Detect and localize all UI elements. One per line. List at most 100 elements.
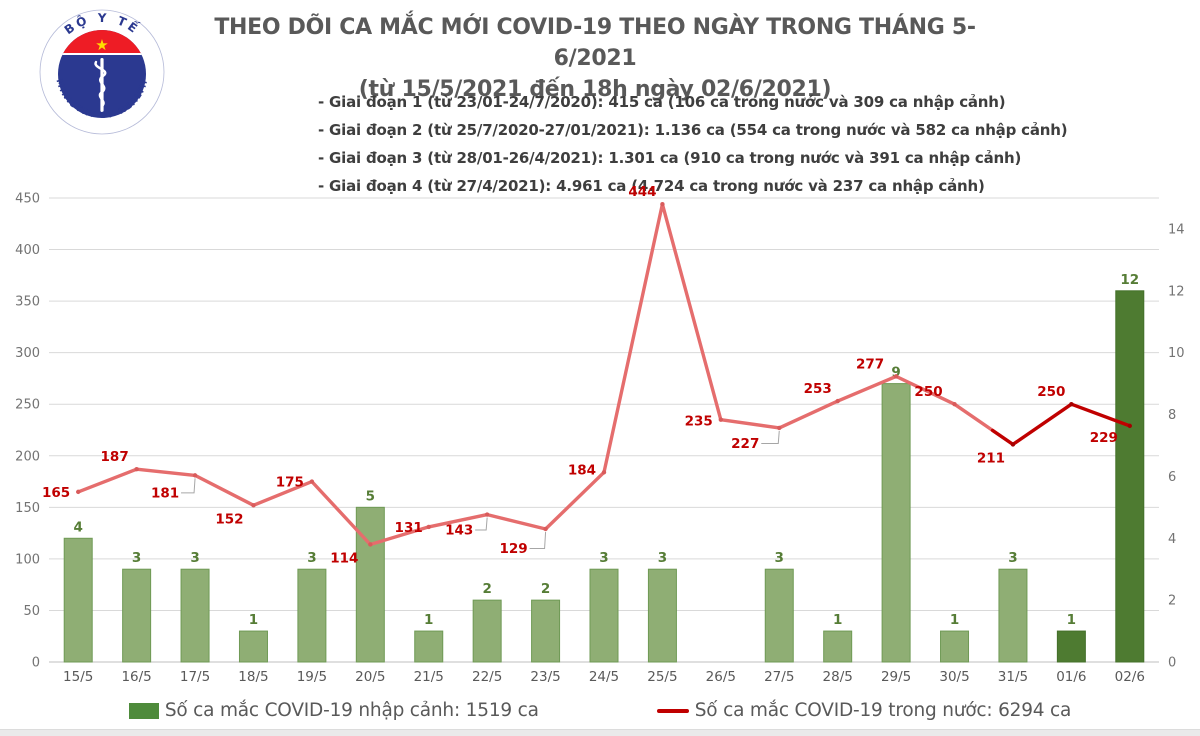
x-axis-label: 20/5 [355, 669, 385, 685]
logo-graphic: ★ BỘ Y TẾ MINISTRY OF HEALTH [39, 9, 165, 135]
bar [63, 537, 93, 663]
x-axis-label: 17/5 [180, 669, 210, 685]
point-marker [1069, 402, 1074, 407]
right-axis-tick-label: 4 [1168, 532, 1176, 547]
x-axis-label: 24/5 [589, 669, 619, 685]
point-marker [76, 489, 81, 495]
legend-domestic-label: Số ca mắc COVID-19 trong nước: 6294 ca [694, 700, 1072, 721]
left-axis-tick-label: 350 [15, 295, 40, 310]
bar-value-label: 2 [482, 581, 491, 597]
bar-value-label: 2 [541, 581, 550, 597]
asclepius-snake-icon [94, 60, 107, 108]
bar [764, 568, 794, 663]
bar [589, 568, 619, 663]
point-marker [660, 201, 665, 207]
right-axis-tick-label: 14 [1168, 222, 1185, 237]
point-marker [1127, 423, 1132, 429]
bar [122, 568, 152, 663]
chart-legend: Số ca mắc COVID-19 nhập cảnh: 1519 ca Số… [0, 700, 1200, 721]
line-value-label: 129 [499, 541, 527, 557]
line-value-label: 165 [42, 485, 70, 501]
bar-value-label: 1 [249, 612, 258, 628]
bar [297, 568, 327, 663]
line-value-label: 114 [330, 550, 358, 566]
point-marker [777, 425, 782, 431]
point-marker [718, 417, 724, 422]
line-value-label: 211 [977, 450, 1005, 466]
point-marker [835, 398, 840, 404]
bar [647, 568, 677, 663]
line-value-label: 143 [445, 523, 473, 539]
point-marker [893, 374, 899, 379]
left-axis-tick-label: 150 [15, 501, 40, 516]
x-axis-label: 25/5 [647, 669, 677, 685]
legend-imported-cases: Số ca mắc COVID-19 nhập cảnh: 1519 ca [128, 700, 539, 721]
page-subtitle: (từ 15/5/2021 đến 18h ngày 02/6/2021) [358, 77, 832, 102]
header: THEO DÕI CA MẮC MỚI COVID-19 THEO NGÀY T… [180, 12, 1010, 105]
bar-value-label: 3 [307, 550, 316, 566]
point-marker [368, 542, 373, 547]
line-value-label: 181 [151, 485, 179, 501]
x-axis-label: 15/5 [63, 669, 93, 685]
bar [823, 630, 853, 663]
line-value-label: 250 [1037, 384, 1065, 400]
phase-3-summary: - Giai đoạn 3 (từ 28/01-26/4/2021): 1.30… [318, 149, 1022, 167]
page-title: THEO DÕI CA MẮC MỚI COVID-19 THEO NGÀY T… [214, 15, 976, 71]
phase-2-summary: - Giai đoạn 2 (từ 25/7/2020-27/01/2021):… [318, 121, 1068, 139]
line-value-label: 250 [914, 384, 942, 400]
bar-value-label: 1 [950, 612, 959, 628]
x-axis-label: 01/6 [1056, 669, 1086, 685]
x-axis-label: 18/5 [238, 669, 268, 685]
bar-value-label: 12 [1120, 272, 1139, 288]
left-axis-tick-label: 300 [15, 346, 40, 361]
bar-value-label: 3 [599, 550, 608, 566]
x-axis-label: 02/6 [1115, 669, 1145, 685]
line-value-label: 227 [731, 436, 759, 452]
label-leader-line [181, 478, 196, 494]
bar [472, 599, 502, 663]
line-value-label: 152 [215, 511, 243, 527]
point-marker [251, 503, 256, 508]
point-marker [601, 470, 607, 475]
left-axis-tick-label: 400 [15, 243, 40, 258]
line-value-label: 131 [395, 520, 423, 536]
bar-value-label: 1 [1067, 612, 1076, 628]
x-axis-label: 30/5 [939, 669, 969, 685]
bar [1115, 290, 1145, 663]
point-marker [309, 479, 315, 484]
x-axis-label: 16/5 [121, 669, 151, 685]
left-axis-tick-label: 50 [23, 604, 40, 619]
point-marker [1010, 442, 1016, 447]
line-value-label: 184 [568, 462, 596, 478]
phase-summary: - Giai đoạn 1 (từ 23/01-24/7/2020): 415 … [318, 88, 1118, 200]
label-leader-line [529, 531, 547, 549]
line-value-label: 175 [276, 475, 304, 491]
point-marker [426, 524, 431, 530]
line-value-label: 253 [804, 381, 832, 397]
right-axis-tick-label: 10 [1168, 346, 1185, 361]
line-value-label: 444 [628, 184, 656, 200]
bar-value-label: 5 [366, 488, 375, 504]
phase-4-summary: - Giai đoạn 4 (từ 27/4/2021): 4.961 ca (… [318, 177, 985, 195]
bar-series-swatch-icon [128, 702, 159, 719]
bar [180, 568, 210, 663]
x-axis-label: 19/5 [297, 669, 327, 685]
bar [238, 630, 268, 663]
line-value-label: 187 [101, 449, 129, 465]
phase-1-summary: - Giai đoạn 1 (từ 23/01-24/7/2020): 415 … [318, 93, 1006, 111]
bar [355, 506, 385, 663]
right-axis-tick-label: 0 [1168, 656, 1176, 671]
bar-value-label: 3 [132, 550, 141, 566]
bar [998, 568, 1028, 663]
line-value-label: 235 [685, 414, 713, 430]
x-axis-label: 22/5 [472, 669, 502, 685]
bar [1056, 630, 1086, 663]
x-axis-label: 28/5 [823, 669, 853, 685]
line-value-label: 229 [1090, 430, 1118, 446]
point-marker [543, 526, 548, 532]
bar [414, 630, 444, 663]
x-axis-label: 23/5 [530, 669, 560, 685]
bar [531, 599, 561, 663]
legend-imported-label: Số ca mắc COVID-19 nhập cảnh: 1519 ca [164, 700, 539, 721]
